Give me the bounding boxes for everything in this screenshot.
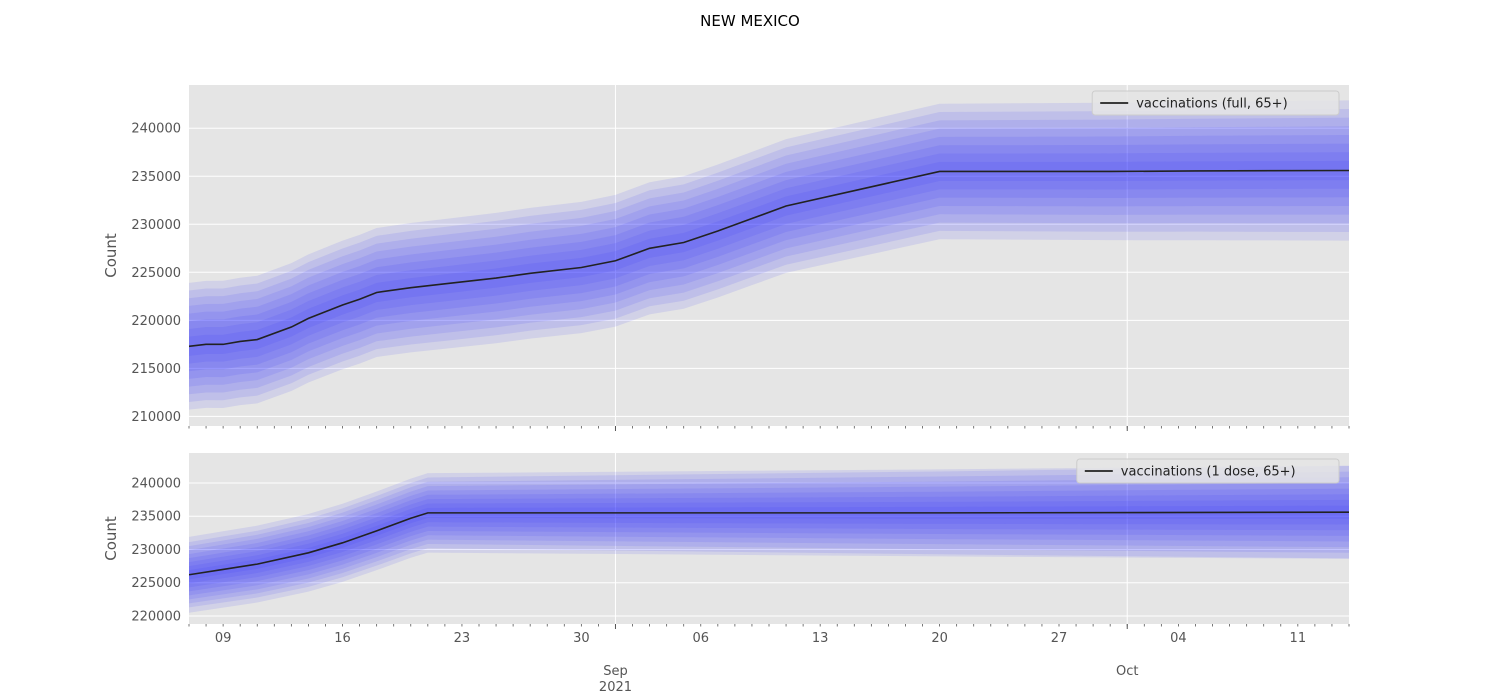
y-tick-label: 220000 — [131, 610, 181, 625]
x-major-label: Sep — [603, 664, 628, 679]
legend-box — [1076, 458, 1340, 484]
uncertainty-band — [189, 488, 1349, 592]
y-tick-label: 240000 — [131, 476, 181, 491]
x-minor-label: 23 — [454, 631, 471, 646]
uncertainty-band — [189, 109, 1349, 402]
y-tick-label: 240000 — [131, 122, 181, 137]
x-minor-label: 09 — [215, 631, 232, 646]
legend-label: vaccinations (full, 65+) — [1136, 97, 1287, 112]
top-panel-full-dose: 210000 215000 220000 225000 230000 235000 2400… — [102, 85, 1350, 431]
x-minor-label: 27 — [1051, 631, 1068, 646]
x-minor-label: 06 — [692, 631, 709, 646]
y-tick-label: 235000 — [131, 170, 181, 185]
x-major-label: 2021 — [599, 680, 632, 695]
series-line — [189, 511, 1349, 576]
x-minor-label: 11 — [1290, 631, 1307, 646]
uncertainty-band — [189, 152, 1349, 364]
x-major-label: Oct — [1116, 664, 1138, 679]
uncertainty-band — [189, 499, 1349, 584]
legend-box — [1091, 90, 1340, 116]
y-tick-label: 230000 — [131, 218, 181, 233]
uncertainty-band — [189, 143, 1349, 372]
uncertainty-band — [189, 494, 1349, 588]
figure-title: NEW MEXICO — [700, 12, 800, 30]
y-tick-label: 225000 — [131, 576, 181, 591]
plot-background — [189, 85, 1349, 426]
x-minor-label: 20 — [931, 631, 948, 646]
y-tick-label: 220000 — [131, 314, 181, 329]
uncertainty-band — [189, 465, 1349, 608]
uncertainty-band — [189, 117, 1349, 395]
x-minor-label: 04 — [1170, 631, 1187, 646]
y-tick-label: 225000 — [131, 266, 181, 281]
y-tick-label: 215000 — [131, 362, 181, 377]
uncertainty-band — [189, 134, 1349, 379]
uncertainty-band — [189, 126, 1349, 387]
y-tick-label: 230000 — [131, 543, 181, 558]
y-axis-label: Count — [102, 233, 120, 278]
series-line — [189, 169, 1349, 348]
uncertainty-band — [189, 477, 1349, 600]
bottom-panel-one-dose: 220000 225000 230000 235000 240000 Count vacci… — [102, 453, 1350, 695]
y-tick-label: 235000 — [131, 510, 181, 525]
uncertainty-band — [189, 465, 1349, 613]
legend-label: vaccinations (1 dose, 65+) — [1121, 465, 1296, 480]
uncertainty-band — [189, 482, 1349, 596]
uncertainty-band — [189, 471, 1349, 604]
x-minor-label: 30 — [573, 631, 590, 646]
uncertainty-band — [189, 100, 1349, 410]
y-tick-label: 210000 — [131, 410, 181, 425]
uncertainty-band — [189, 160, 1349, 356]
x-minor-label: 13 — [812, 631, 829, 646]
y-axis-label: Count — [102, 516, 120, 561]
x-minor-label: 16 — [334, 631, 351, 646]
